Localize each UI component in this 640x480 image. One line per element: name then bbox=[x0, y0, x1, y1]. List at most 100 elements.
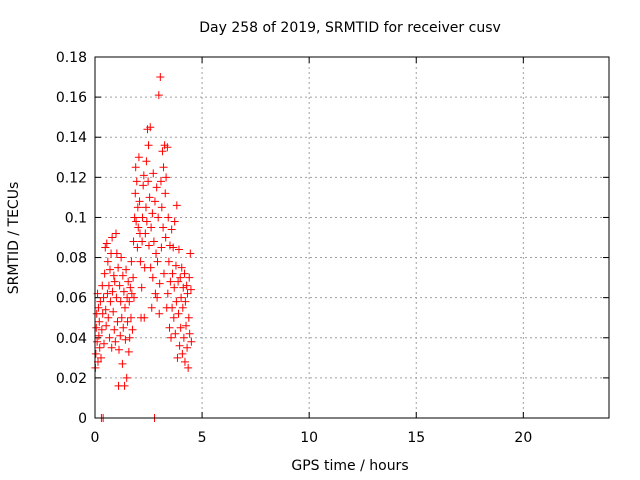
data-point bbox=[163, 143, 172, 152]
data-point bbox=[173, 353, 182, 362]
data-point bbox=[113, 317, 122, 326]
data-point bbox=[117, 253, 126, 262]
data-point bbox=[162, 173, 171, 182]
data-point bbox=[142, 157, 151, 166]
data-point bbox=[123, 293, 132, 302]
data-point bbox=[134, 223, 143, 232]
data-point bbox=[112, 249, 121, 258]
x-tick-label: 5 bbox=[198, 430, 207, 446]
data-point bbox=[164, 257, 173, 266]
data-point bbox=[116, 297, 125, 306]
data-point bbox=[116, 331, 125, 340]
data-point bbox=[156, 73, 165, 82]
data-point bbox=[96, 297, 105, 306]
data-point bbox=[170, 217, 179, 226]
data-point bbox=[159, 223, 168, 232]
y-tick-label: 0.08 bbox=[56, 251, 87, 267]
grid-lines bbox=[95, 57, 609, 418]
data-point bbox=[109, 271, 118, 280]
data-point bbox=[152, 183, 161, 192]
data-point bbox=[168, 303, 177, 312]
data-point bbox=[109, 307, 118, 316]
data-point bbox=[174, 309, 183, 318]
data-point bbox=[133, 243, 142, 252]
data-point bbox=[156, 177, 165, 186]
data-point bbox=[144, 241, 153, 250]
data-point bbox=[184, 313, 193, 322]
data-point bbox=[101, 305, 110, 314]
data-point bbox=[138, 237, 147, 246]
data-point bbox=[165, 323, 174, 332]
data-point bbox=[92, 323, 101, 332]
data-point bbox=[146, 263, 155, 272]
data-point bbox=[102, 239, 111, 248]
data-point bbox=[161, 189, 170, 198]
data-point bbox=[135, 197, 144, 206]
data-points bbox=[91, 73, 196, 422]
data-point bbox=[115, 281, 124, 290]
data-point bbox=[178, 349, 187, 358]
data-point bbox=[184, 363, 193, 372]
data-point bbox=[105, 265, 114, 274]
data-point bbox=[141, 203, 150, 212]
data-point bbox=[94, 303, 103, 312]
data-point bbox=[125, 297, 134, 306]
y-tick-label: 0.02 bbox=[56, 371, 87, 387]
data-point bbox=[185, 329, 194, 338]
data-point bbox=[139, 181, 148, 190]
data-point bbox=[131, 163, 140, 172]
data-point bbox=[186, 249, 195, 258]
data-point bbox=[104, 281, 113, 290]
data-point bbox=[132, 217, 141, 226]
data-point bbox=[182, 281, 191, 290]
data-point bbox=[117, 313, 126, 322]
data-point bbox=[159, 269, 168, 278]
data-point bbox=[100, 269, 109, 278]
data-point bbox=[127, 289, 136, 298]
data-point bbox=[155, 309, 164, 318]
data-point bbox=[94, 331, 103, 340]
data-point bbox=[99, 339, 108, 348]
data-point bbox=[144, 141, 153, 150]
data-point bbox=[97, 325, 106, 334]
data-point bbox=[187, 337, 196, 346]
data-point bbox=[174, 277, 183, 286]
data-point bbox=[91, 349, 100, 358]
data-point bbox=[104, 313, 113, 322]
data-point bbox=[102, 321, 111, 330]
data-point bbox=[179, 283, 188, 292]
data-point bbox=[172, 297, 181, 306]
x-tick-label: 10 bbox=[300, 430, 318, 446]
data-point bbox=[176, 273, 185, 282]
data-point bbox=[138, 213, 147, 222]
data-point bbox=[119, 323, 128, 332]
data-point bbox=[150, 197, 159, 206]
data-point bbox=[103, 257, 112, 266]
data-point bbox=[137, 283, 146, 292]
data-point bbox=[129, 237, 138, 246]
data-point bbox=[124, 277, 133, 286]
data-point bbox=[163, 289, 172, 298]
chart-title: Day 258 of 2019, SRMTID for receiver cus… bbox=[199, 20, 501, 36]
data-point bbox=[110, 325, 119, 334]
data-point bbox=[108, 287, 117, 296]
y-tick-label: 0.12 bbox=[56, 170, 87, 186]
data-point bbox=[183, 289, 192, 298]
x-tick-label: 0 bbox=[91, 430, 100, 446]
data-point bbox=[148, 209, 157, 218]
data-point bbox=[168, 269, 177, 278]
data-point bbox=[146, 123, 155, 132]
data-point bbox=[141, 229, 150, 238]
data-point bbox=[123, 317, 132, 326]
data-point bbox=[125, 333, 134, 342]
data-point bbox=[147, 303, 156, 312]
data-point bbox=[171, 261, 180, 270]
data-point bbox=[185, 273, 194, 282]
data-point bbox=[93, 337, 102, 346]
data-point bbox=[154, 91, 163, 100]
data-point bbox=[127, 257, 136, 266]
data-point bbox=[133, 203, 142, 212]
data-point bbox=[177, 293, 186, 302]
data-point bbox=[175, 341, 184, 350]
data-point bbox=[136, 257, 145, 266]
